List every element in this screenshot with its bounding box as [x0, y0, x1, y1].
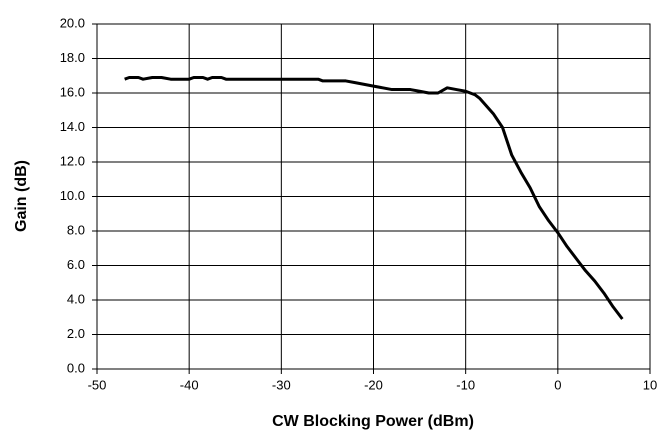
- y-tick-label: 10.0: [60, 188, 85, 203]
- data-line: [124, 75, 624, 320]
- x-tick-label: -30: [272, 377, 291, 392]
- x-tick-label: -40: [180, 377, 199, 392]
- x-tick-label: -10: [456, 377, 475, 392]
- y-tick-label: 8.0: [67, 222, 85, 237]
- plot-border: [96, 23, 651, 370]
- x-tick-label: 0: [554, 377, 561, 392]
- y-tick-label: 0.0: [67, 360, 85, 375]
- x-tick-label: 10: [643, 377, 657, 392]
- y-tick-label: 20.0: [60, 15, 85, 30]
- y-tick-label: 4.0: [67, 291, 85, 306]
- y-axis-title: Gain (dB): [13, 160, 30, 232]
- x-axis-title: CW Blocking Power (dBm): [272, 413, 474, 430]
- y-tick-label: 14.0: [60, 119, 85, 134]
- y-tick-label: 12.0: [60, 153, 85, 168]
- x-tick-label: -20: [364, 377, 383, 392]
- y-tick-label: 16.0: [60, 84, 85, 99]
- x-tick-label: -50: [88, 377, 107, 392]
- y-tick-label: 6.0: [67, 257, 85, 272]
- y-tick-label: 18.0: [60, 50, 85, 65]
- y-tick-label: 2.0: [67, 326, 85, 341]
